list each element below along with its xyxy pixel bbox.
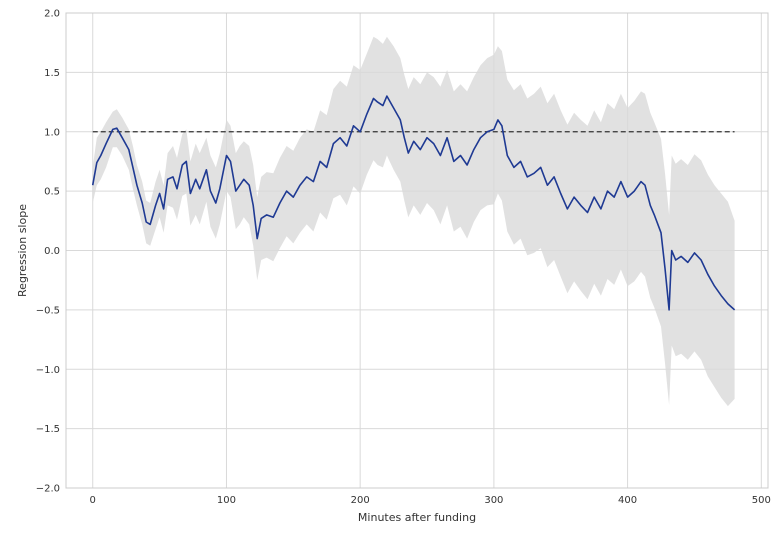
tick-labels: 0 100 200 300 400 500 −2.0 −1.5 −1.0 −0.5 0.0 0.5 1.…	[36, 9, 771, 507]
series-line	[91, 95, 736, 311]
series-line-group	[91, 95, 736, 311]
x-tick-label: 100	[217, 495, 236, 506]
y-tick-label: 0.0	[44, 246, 60, 257]
x-axis-label: Minutes after funding	[358, 511, 476, 524]
x-tick-label: 200	[351, 495, 370, 506]
y-tick-label: −1.5	[36, 424, 60, 435]
x-tick-label: 400	[618, 495, 637, 506]
x-tick-label: 500	[752, 495, 771, 506]
plot-frame	[65, 12, 769, 489]
y-axis-label: Regression slope	[16, 204, 29, 297]
confidence-band-group	[92, 36, 735, 407]
y-tick-label: −2.0	[36, 484, 60, 495]
x-tick-label: 0	[90, 495, 96, 506]
y-tick-label: −0.5	[36, 305, 60, 316]
x-tick-label: 300	[484, 495, 503, 506]
y-tick-label: 1.0	[44, 127, 60, 138]
y-tick-label: 1.5	[44, 68, 60, 79]
y-tick-label: −1.0	[36, 365, 60, 376]
y-tick-label: 2.0	[44, 9, 60, 20]
confidence-band	[92, 36, 735, 407]
y-tick-label: 0.5	[44, 187, 60, 198]
